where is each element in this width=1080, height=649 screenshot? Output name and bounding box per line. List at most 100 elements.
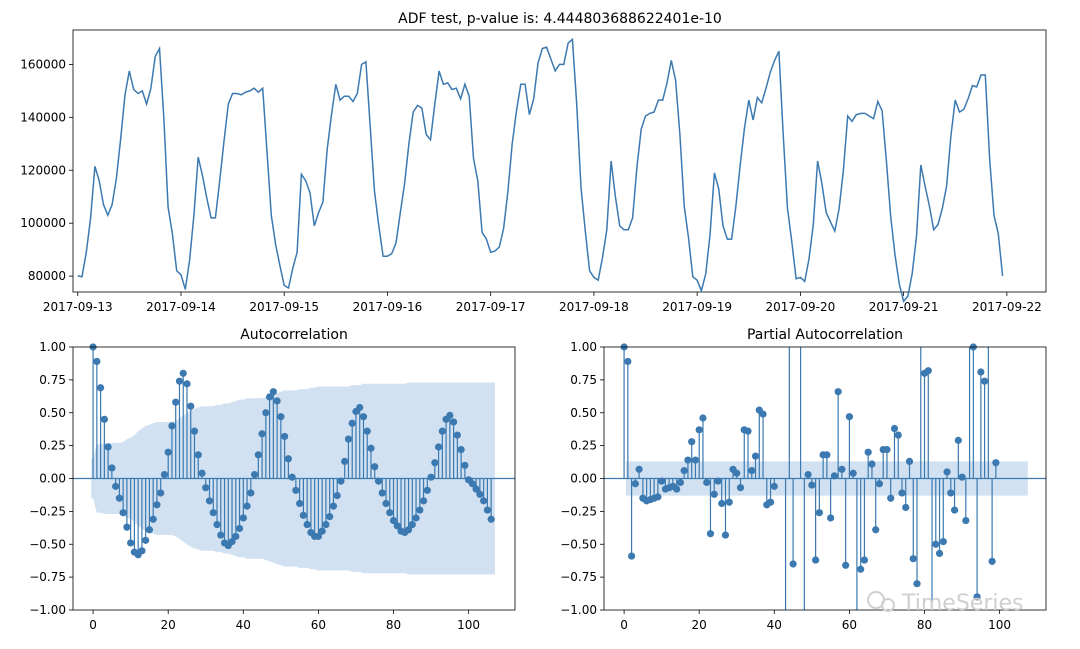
- stem-marker: [924, 367, 932, 375]
- stem-marker: [624, 357, 632, 366]
- stem-marker: [954, 436, 962, 444]
- stem-marker: [635, 465, 643, 473]
- stem-marker: [427, 473, 435, 481]
- y-tick-label: 160000: [20, 57, 66, 71]
- stem-marker: [842, 561, 850, 569]
- y-tick-label: 120000: [20, 163, 66, 177]
- stem-marker: [243, 502, 251, 510]
- stem-marker: [890, 424, 899, 433]
- stem-marker: [751, 452, 760, 460]
- y-tick-label: −0.75: [560, 570, 597, 584]
- stem-marker: [378, 489, 386, 497]
- x-tick-label: 20: [161, 618, 176, 632]
- stem-marker: [333, 491, 341, 500]
- stem-marker: [288, 473, 296, 481]
- stem-marker: [281, 432, 289, 441]
- stem-marker: [386, 509, 394, 517]
- stem-marker: [733, 469, 741, 477]
- x-tick-label: 80: [917, 618, 932, 632]
- stem-marker: [371, 463, 379, 471]
- stem-marker: [864, 448, 872, 456]
- stem-marker: [476, 490, 484, 498]
- stem-marker: [823, 451, 831, 459]
- stem-marker: [112, 482, 120, 490]
- stem-marker: [108, 464, 116, 472]
- y-tick-label: 0.50: [39, 406, 66, 420]
- stem-marker: [239, 514, 247, 522]
- stem-marker: [337, 477, 345, 485]
- y-tick-label: 0.50: [570, 406, 597, 420]
- acf-chart-title: Autocorrelation: [240, 327, 348, 343]
- stem-marker: [691, 456, 700, 464]
- stem-marker: [164, 448, 172, 456]
- x-tick-label: 20: [692, 618, 707, 632]
- x-tick-label: 2017-09-20: [766, 300, 836, 314]
- stem-marker: [860, 556, 869, 564]
- stem-marker: [329, 502, 338, 510]
- stem-marker: [303, 520, 311, 529]
- stem-marker: [119, 509, 127, 517]
- stem-marker: [190, 427, 199, 435]
- stem-marker: [179, 369, 187, 377]
- wechat-icon-inner: [881, 598, 895, 612]
- x-tick-label: 2017-09-15: [249, 300, 319, 314]
- y-tick-label: 80000: [28, 269, 66, 283]
- stem-marker: [93, 357, 101, 366]
- x-tick-label: 2017-09-19: [662, 300, 732, 314]
- stem-marker: [359, 413, 368, 421]
- stem-marker: [939, 538, 947, 546]
- stem-marker: [172, 398, 180, 406]
- y-tick-label: 0.00: [570, 472, 597, 486]
- stem-marker: [977, 368, 985, 376]
- x-tick-label: 100: [457, 618, 480, 632]
- x-tick-label: 60: [311, 618, 326, 632]
- stem-marker: [902, 503, 910, 512]
- stem-marker: [213, 520, 221, 529]
- y-tick-label: −0.75: [29, 570, 66, 584]
- stem-marker: [468, 480, 476, 488]
- stem-marker: [104, 443, 112, 451]
- stem-marker: [450, 418, 458, 426]
- stem-marker: [348, 419, 356, 427]
- stem-marker: [909, 555, 917, 563]
- stem-marker: [209, 509, 217, 517]
- stem-marker: [894, 431, 902, 439]
- stem-marker: [453, 431, 461, 439]
- stem-marker: [145, 526, 154, 534]
- stem-marker: [714, 477, 722, 485]
- stem-marker: [322, 520, 330, 529]
- stem-marker: [262, 409, 270, 417]
- y-tick-label: 1.00: [570, 340, 597, 354]
- stem-marker: [434, 443, 443, 451]
- stem-marker: [483, 506, 491, 514]
- y-tick-label: 0.75: [570, 373, 597, 387]
- stem-marker: [404, 526, 413, 534]
- stem-marker: [232, 532, 240, 540]
- y-tick-label: 0.25: [570, 439, 597, 453]
- stem-marker: [205, 497, 214, 505]
- stem-marker: [676, 478, 685, 487]
- stem-marker: [721, 531, 730, 539]
- stem-marker: [157, 489, 165, 497]
- stem-marker: [868, 460, 876, 468]
- y-tick-label: 100000: [20, 216, 66, 230]
- stem-marker: [100, 415, 108, 423]
- stem-marker: [142, 536, 150, 544]
- stem-marker: [958, 473, 966, 481]
- stem-marker: [804, 470, 812, 479]
- stem-marker: [389, 516, 398, 525]
- stem-marker: [845, 413, 854, 421]
- stem-marker: [168, 422, 176, 430]
- plot-frame: [72, 29, 1047, 293]
- stem-marker: [658, 477, 666, 485]
- stem-marker: [183, 380, 191, 388]
- acf-chart: −1.00 −0.75 −0.50 −0.25 0.00 0.25 0.50 0.75 1.00…: [29, 340, 516, 632]
- stem-marker: [857, 565, 865, 573]
- stem-marker: [423, 486, 431, 494]
- stem-marker: [710, 490, 718, 498]
- stem-marker: [943, 468, 951, 476]
- y-tick-label: 0.25: [39, 439, 66, 453]
- stem-marker: [198, 469, 206, 477]
- stem-marker: [744, 427, 752, 435]
